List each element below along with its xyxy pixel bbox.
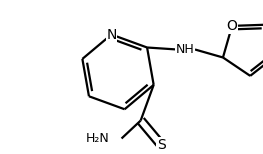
Text: NH: NH: [176, 43, 194, 56]
Text: O: O: [227, 19, 237, 33]
Text: S: S: [157, 138, 166, 152]
Text: N: N: [106, 28, 117, 42]
Text: H₂N: H₂N: [86, 132, 110, 145]
